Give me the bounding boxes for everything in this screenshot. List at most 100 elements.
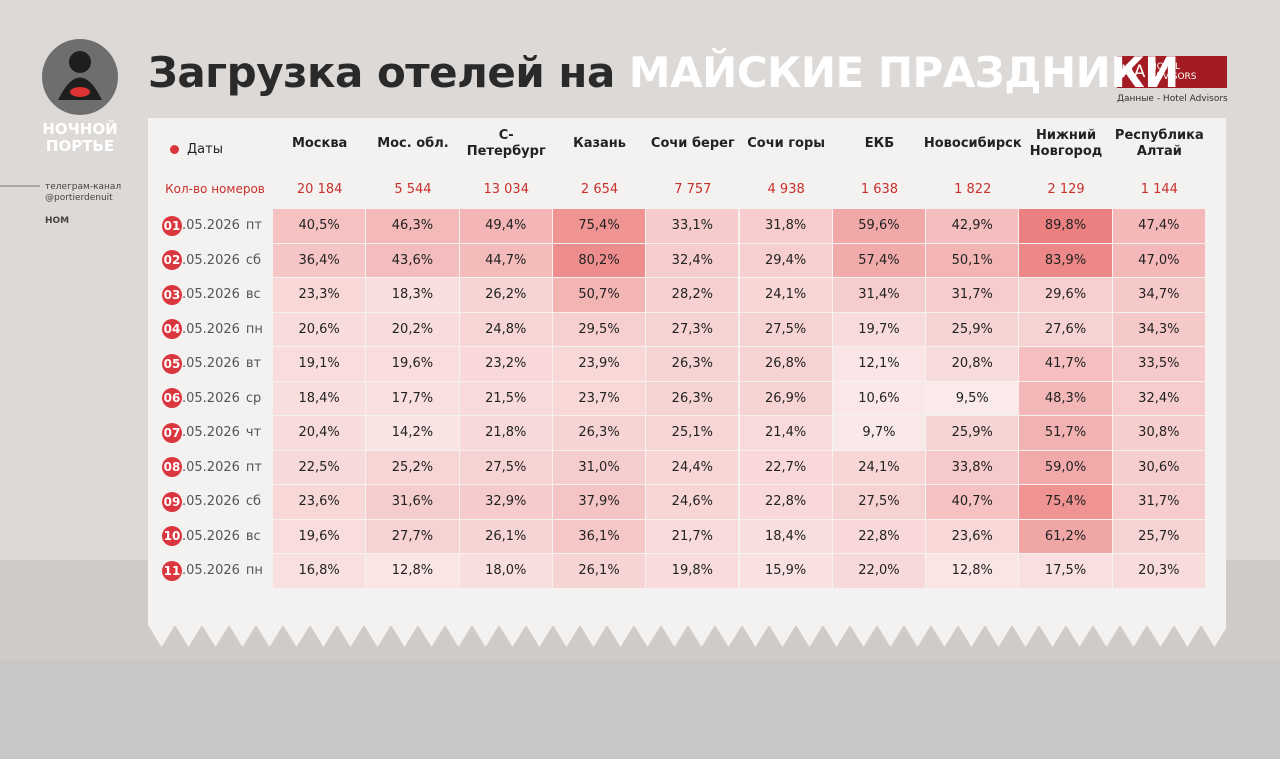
weekday: пт	[245, 459, 262, 475]
value-cell: 20,2%	[366, 312, 459, 346]
partner-logo	[1117, 56, 1227, 88]
day-badge: 08	[162, 457, 182, 478]
weekday: вс	[245, 287, 261, 303]
rooms-value: 1 822	[954, 181, 992, 197]
value-cell: 40,7%	[926, 485, 1019, 519]
date-cell: 02.05.2026 сб	[162, 244, 272, 278]
value-cell: 19,6%	[273, 519, 366, 553]
value-cell: 25,1%	[646, 416, 739, 450]
value-cell: 31,4%	[832, 278, 926, 312]
rooms-value: 1 144	[1140, 181, 1178, 197]
rooms-value: 5 544	[394, 181, 432, 197]
date: .05.2026	[182, 425, 240, 441]
partner-source: Данные - Hotel Advisors	[1117, 94, 1228, 104]
rooms-value: 2 129	[1047, 181, 1085, 197]
column-header: Мос. обл.	[377, 136, 449, 151]
value-cell: 32,4%	[1112, 381, 1205, 415]
value-cell: 25,7%	[1112, 519, 1205, 553]
value-cell: 18,3%	[366, 278, 459, 312]
value-cell: 42,9%	[926, 209, 1019, 243]
value-cell: 83,9%	[1019, 243, 1112, 277]
date-cell: 07.05.2026 чт	[162, 416, 272, 450]
value-cell: 44,7%	[459, 243, 552, 277]
date: .05.2026	[182, 528, 240, 544]
partner-name: HOTEL ADVISORS	[1150, 62, 1197, 82]
value-cell: 12,8%	[926, 554, 1019, 588]
title: Загрузка отелей на МАЙСКИЕ ПРАЗДНИКИ	[148, 48, 1179, 97]
value-cell: 27,5%	[459, 450, 552, 484]
weekday: чт	[245, 425, 262, 441]
value-cell: 80,2%	[552, 243, 646, 277]
value-cell: 20,6%	[273, 312, 366, 346]
day-badge: 02	[162, 250, 182, 271]
value-cell: 29,6%	[1019, 278, 1112, 312]
value-cell: 27,5%	[739, 312, 832, 346]
column-header: Сочи берег	[650, 136, 735, 151]
value-cell: 57,4%	[832, 243, 926, 277]
value-cell: 31,0%	[552, 450, 646, 484]
value-cell: 37,9%	[552, 485, 646, 519]
value-cell: 27,5%	[832, 485, 926, 519]
value-cell: 9,5%	[926, 381, 1019, 415]
rooms-value: 13 034	[483, 181, 529, 197]
value-cell: 23,6%	[926, 519, 1019, 553]
value-cell: 22,7%	[739, 450, 832, 484]
value-cell: 19,7%	[832, 312, 926, 346]
weekday: ср	[245, 390, 262, 406]
value-cell: 26,9%	[739, 381, 832, 415]
value-cell: 61,2%	[1019, 519, 1112, 553]
partner-mark: HA	[1121, 62, 1146, 82]
value-cell: 27,3%	[646, 312, 739, 346]
value-cell: 21,7%	[646, 519, 739, 553]
title-text: Загрузка отелей на	[148, 48, 615, 97]
value-cell: 33,8%	[926, 450, 1019, 484]
value-cell: 25,2%	[366, 450, 459, 484]
day-badge: 03	[162, 284, 182, 305]
day-badge: 05	[162, 353, 182, 374]
value-cell: 31,6%	[366, 485, 459, 519]
value-cell: 21,8%	[459, 416, 552, 450]
value-cell: 19,1%	[273, 347, 366, 381]
date-header: Даты	[170, 138, 260, 160]
value-cell: 51,7%	[1019, 416, 1112, 450]
weekday: пт	[245, 218, 262, 234]
column-header: Новосибирск	[923, 136, 1022, 151]
value-cell: 48,3%	[1019, 381, 1112, 415]
value-cell: 59,0%	[1019, 450, 1112, 484]
rooms-value: 20 184	[296, 181, 343, 197]
value-cell: 19,6%	[366, 347, 459, 381]
value-cell: 22,0%	[832, 554, 926, 588]
day-badge: 10	[162, 526, 182, 547]
day-badge: 06	[162, 388, 182, 409]
value-cell: 22,5%	[273, 450, 366, 484]
date-cell: 10.05.2026 вс	[162, 520, 272, 554]
day-badge: 09	[162, 491, 182, 512]
rooms-value: 1 638	[860, 181, 899, 197]
date: .05.2026	[182, 321, 240, 337]
value-cell: 26,3%	[646, 381, 739, 415]
value-cell: 29,5%	[552, 312, 646, 346]
date: .05.2026	[182, 356, 240, 372]
weekday: вт	[245, 356, 262, 372]
weekday: сб	[245, 494, 262, 510]
value-cell: 27,6%	[1019, 312, 1112, 346]
value-cell: 23,3%	[273, 278, 366, 312]
date: .05.2026	[182, 252, 240, 268]
value-cell: 17,5%	[1019, 554, 1112, 588]
dot	[170, 144, 179, 154]
value-cell: 50,1%	[926, 243, 1019, 277]
value-cell: 33,1%	[646, 209, 739, 243]
value-cell: 22,8%	[739, 485, 832, 519]
channel-label: телеграм-канал	[45, 182, 122, 192]
value-cell: 32,4%	[646, 243, 739, 277]
title-highlight: МАЙСКИЕ ПРАЗДНИКИ	[628, 48, 1180, 97]
day-badge: 07	[162, 422, 182, 443]
value-cell: 23,9%	[552, 347, 646, 381]
column-header: Сочи горы	[747, 136, 826, 151]
value-cell: 26,8%	[739, 347, 832, 381]
value-cell: 49,4%	[459, 209, 552, 243]
date-cell: 06.05.2026 ср	[162, 382, 272, 416]
value-cell: 36,4%	[273, 243, 366, 277]
channel-handle: @portierdenuit	[45, 193, 113, 203]
value-cell: 21,5%	[459, 381, 552, 415]
